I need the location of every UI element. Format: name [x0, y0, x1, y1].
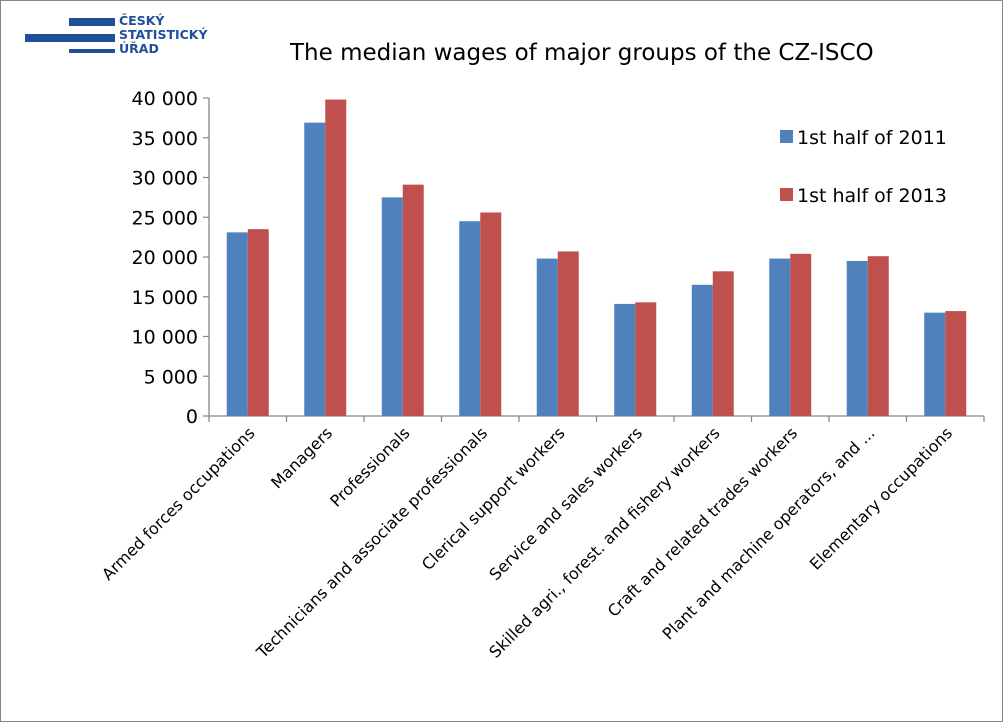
legend-label-2011: 1st half of 2011	[797, 127, 947, 149]
czso-logo: ČESKÝ STATISTICKÝ ÚŘAD	[25, 13, 208, 56]
y-tick-label: 0	[186, 406, 198, 428]
logo-bar-3	[69, 49, 115, 53]
y-tick-label: 30 000	[132, 168, 198, 190]
bar-2013	[790, 253, 812, 416]
bar-2011	[691, 284, 713, 416]
x-category-label: Elementary occupations	[806, 423, 956, 573]
y-axis-ticks: 0 5 000 10 000 15 000 20 000 25 000 30 000 35 0…	[132, 88, 209, 428]
y-tick-label: 25 000	[132, 207, 198, 229]
y-tick-label: 35 000	[132, 128, 198, 150]
x-category-label: Armed forces occupations	[98, 423, 259, 584]
bar-2011	[846, 260, 868, 416]
x-category-label: Professionals	[326, 423, 413, 510]
bar-2013	[325, 99, 347, 416]
bar-2011	[381, 197, 403, 416]
legend-label-2013: 1st half of 2013	[797, 185, 947, 207]
logo-bar-1	[69, 18, 115, 26]
x-axis-labels: Armed forces occupations ManagersProfessi…	[98, 423, 956, 662]
bar-2011	[614, 303, 636, 416]
bar-2013	[557, 251, 579, 416]
bar-groups	[226, 99, 967, 417]
bar-2011	[304, 122, 326, 417]
y-tick-label: 20 000	[132, 247, 198, 269]
legend-swatch-2011	[780, 130, 793, 143]
bar-2013	[480, 212, 502, 416]
logo-line-3: ÚŘAD	[119, 41, 159, 56]
legend-swatch-2013	[780, 188, 793, 201]
bar-2011	[924, 312, 946, 416]
logo-line-1: ČESKÝ	[119, 13, 165, 28]
bar-2013	[247, 229, 269, 416]
bar-2013	[402, 184, 424, 416]
x-axis-ticks	[208, 416, 985, 422]
y-tick-label: 15 000	[132, 287, 198, 309]
bar-2013	[867, 256, 889, 416]
chart-title: The median wages of major groups of the …	[289, 40, 874, 66]
bar-2011	[769, 258, 791, 416]
bar-2011	[459, 221, 481, 416]
logo-line-2: STATISTICKÝ	[119, 27, 208, 42]
bar-2013	[945, 311, 967, 416]
x-category-label: Service and sales workers	[485, 423, 646, 584]
logo-bar-2	[25, 34, 115, 42]
bar-2013	[635, 302, 657, 416]
bar-2011	[536, 258, 558, 416]
legend: 1st half of 2011 1st half of 2013	[780, 127, 947, 207]
x-category-label: Clerical support workers	[418, 423, 569, 574]
y-tick-label: 5 000	[144, 366, 198, 388]
y-tick-label: 10 000	[132, 327, 198, 349]
bar-2011	[226, 232, 248, 416]
bar-2013	[712, 271, 734, 416]
x-category-label: Managers	[267, 423, 336, 492]
y-tick-label: 40 000	[132, 88, 198, 110]
